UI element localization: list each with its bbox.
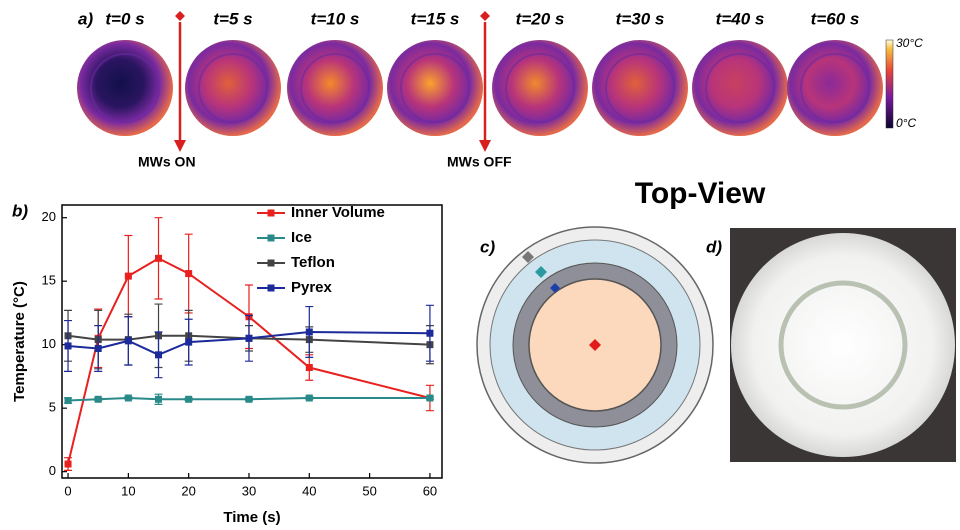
legend-marker xyxy=(268,235,275,242)
data-point xyxy=(185,270,192,277)
top-view-diagram xyxy=(477,227,713,463)
time-label: t=0 s xyxy=(105,9,144,28)
colorbar xyxy=(886,40,893,128)
data-point xyxy=(65,397,72,404)
data-point xyxy=(185,396,192,403)
time-label: t=30 s xyxy=(616,9,665,28)
data-point xyxy=(125,337,132,344)
data-point xyxy=(245,396,252,403)
time-label: t=60 s xyxy=(811,9,860,28)
legend-marker xyxy=(268,285,275,292)
photo xyxy=(730,228,956,462)
x-tick-label: 60 xyxy=(423,483,437,498)
data-point xyxy=(306,395,313,402)
x-tick-label: 10 xyxy=(121,483,135,498)
panel-label: c) xyxy=(480,237,495,256)
y-tick-label: 15 xyxy=(42,273,56,288)
x-axis-label: Time (s) xyxy=(223,509,280,526)
x-tick-label: 30 xyxy=(242,483,256,498)
legend-marker xyxy=(268,260,275,267)
y-axis-label: Temperature (°C) xyxy=(11,281,28,402)
legend-label: Ice xyxy=(291,229,312,246)
colorbar-min: 0°C xyxy=(896,116,916,130)
data-point xyxy=(95,345,102,352)
colorbar-max: 30°C xyxy=(896,36,923,50)
on-arrow xyxy=(174,11,186,152)
time-label: t=20 s xyxy=(516,9,565,28)
data-point xyxy=(125,273,132,280)
time-label: t=10 s xyxy=(311,9,360,28)
data-point xyxy=(155,351,162,358)
legend-label: Pyrex xyxy=(291,279,333,296)
panel-label: d) xyxy=(706,237,722,256)
x-tick-label: 50 xyxy=(362,483,376,498)
data-point xyxy=(155,396,162,403)
data-point xyxy=(426,395,433,402)
y-tick-label: 0 xyxy=(49,463,56,478)
data-point xyxy=(306,364,313,371)
x-tick-label: 20 xyxy=(181,483,195,498)
time-label: t=15 s xyxy=(411,9,460,28)
data-point xyxy=(245,335,252,342)
legend-label: Teflon xyxy=(291,254,335,271)
mws-on-label: MWs ON xyxy=(138,154,196,170)
data-point xyxy=(125,395,132,402)
data-point xyxy=(306,328,313,335)
time-label: t=40 s xyxy=(716,9,765,28)
y-tick-label: 10 xyxy=(42,336,56,351)
top-view-title: Top-View xyxy=(635,177,766,210)
figure: a) 30°C 0°C MWs ON MWs OFF Top-View c) d… xyxy=(0,0,960,530)
x-tick-label: 0 xyxy=(64,483,71,498)
legend-marker xyxy=(268,210,275,217)
data-point xyxy=(426,330,433,337)
time-label: t=5 s xyxy=(213,9,252,28)
x-tick-label: 40 xyxy=(302,483,316,498)
data-point xyxy=(65,342,72,349)
legend-label: Inner Volume xyxy=(291,204,385,221)
panel-label: a) xyxy=(78,9,93,28)
data-point xyxy=(155,255,162,262)
panel-label: b) xyxy=(12,201,28,220)
y-tick-label: 20 xyxy=(42,209,56,224)
y-tick-label: 5 xyxy=(49,400,56,415)
data-point xyxy=(65,461,72,468)
data-point xyxy=(95,396,102,403)
data-point xyxy=(185,339,192,346)
mws-off-label: MWs OFF xyxy=(447,154,512,170)
